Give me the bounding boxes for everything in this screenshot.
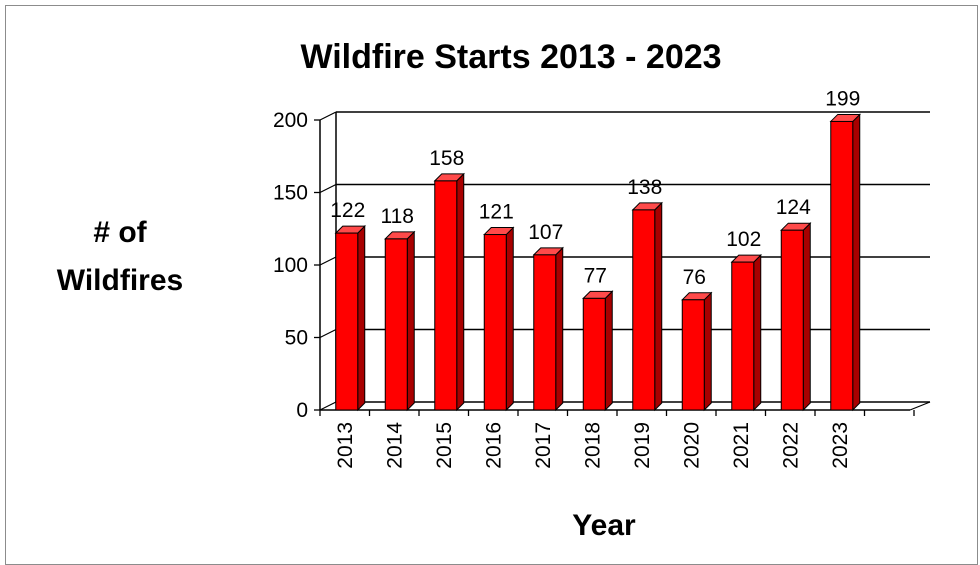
y-axis-title-line-1: # of (93, 216, 147, 249)
data-label-2016: 121 (479, 201, 514, 224)
bar-2021 (731, 261, 755, 411)
bar-side-2021 (753, 253, 762, 412)
data-label-2018: 77 (584, 264, 607, 287)
x-tick-label-2015: 2015 (433, 422, 456, 469)
x-tick-label-2013: 2013 (334, 422, 357, 469)
bar-2023 (830, 120, 854, 411)
bar-2013 (335, 232, 359, 411)
x-tick-label-2023: 2023 (829, 422, 852, 469)
x-tick-label-2019: 2019 (631, 422, 654, 469)
chart-title: Wildfire Starts 2013 - 2023 (300, 38, 721, 76)
y-tick-label-200: 200 (273, 109, 308, 132)
floor-right-edge (909, 401, 931, 411)
bar-side-2022 (802, 221, 811, 412)
data-label-2013: 122 (330, 199, 365, 222)
bar-2016 (483, 234, 507, 411)
y-depth-line-150 (319, 183, 337, 194)
x-tick-label-2017: 2017 (532, 422, 555, 469)
data-label-2017: 107 (528, 221, 563, 244)
x-axis-title: Year (572, 509, 636, 542)
plot-area: 0 50 100 150 200 122 2013 118 2014 158 2015 121 2016… (273, 87, 931, 469)
x-tick-label-2020: 2020 (680, 422, 703, 469)
bar-2019 (632, 209, 656, 411)
bar-side-2014 (406, 230, 415, 412)
y-tick-label-100: 100 (273, 254, 308, 277)
bar-2018 (582, 297, 606, 411)
data-label-2020: 76 (683, 266, 706, 289)
bar-side-2017 (555, 246, 564, 412)
bar-2014 (384, 238, 408, 411)
y-tick-label-150: 150 (273, 182, 308, 205)
y-depth-line-0 (319, 401, 337, 411)
bar-side-2015 (456, 172, 465, 412)
bar-2020 (681, 299, 705, 411)
data-label-2021: 102 (726, 228, 761, 251)
bar-side-2020 (703, 291, 712, 412)
bar-side-2016 (505, 226, 514, 412)
data-label-2015: 158 (429, 147, 464, 170)
x-tick-label-2016: 2016 (482, 422, 505, 469)
x-tick-label-2022: 2022 (779, 422, 802, 469)
data-label-2022: 124 (776, 196, 811, 219)
wildfire-chart: Wildfire Starts 2013 - 2023 # of Wildfir… (57, 38, 931, 542)
data-label-2014: 118 (381, 205, 414, 228)
bar-side-2018 (604, 290, 613, 412)
y-axis-title-line-2: Wildfires (57, 264, 183, 297)
y-tick-label-50: 50 (285, 327, 308, 350)
bar-2022 (780, 229, 804, 411)
y-depth-line-200 (319, 111, 337, 121)
x-tick-label-2018: 2018 (581, 422, 604, 469)
bar-side-2023 (852, 113, 861, 412)
data-label-2019: 138 (627, 176, 662, 199)
x-tick-label-2014: 2014 (383, 422, 406, 469)
bar-side-2019 (654, 201, 663, 412)
x-tick-label-2021: 2021 (730, 422, 753, 469)
bar-2017 (533, 254, 557, 411)
bar-2015 (434, 180, 458, 411)
y-tick-label-0: 0 (296, 399, 308, 422)
y-depth-line-100 (319, 256, 337, 266)
bar-side-2013 (357, 224, 366, 412)
data-label-2023: 199 (825, 87, 860, 110)
y-depth-line-50 (319, 328, 337, 339)
